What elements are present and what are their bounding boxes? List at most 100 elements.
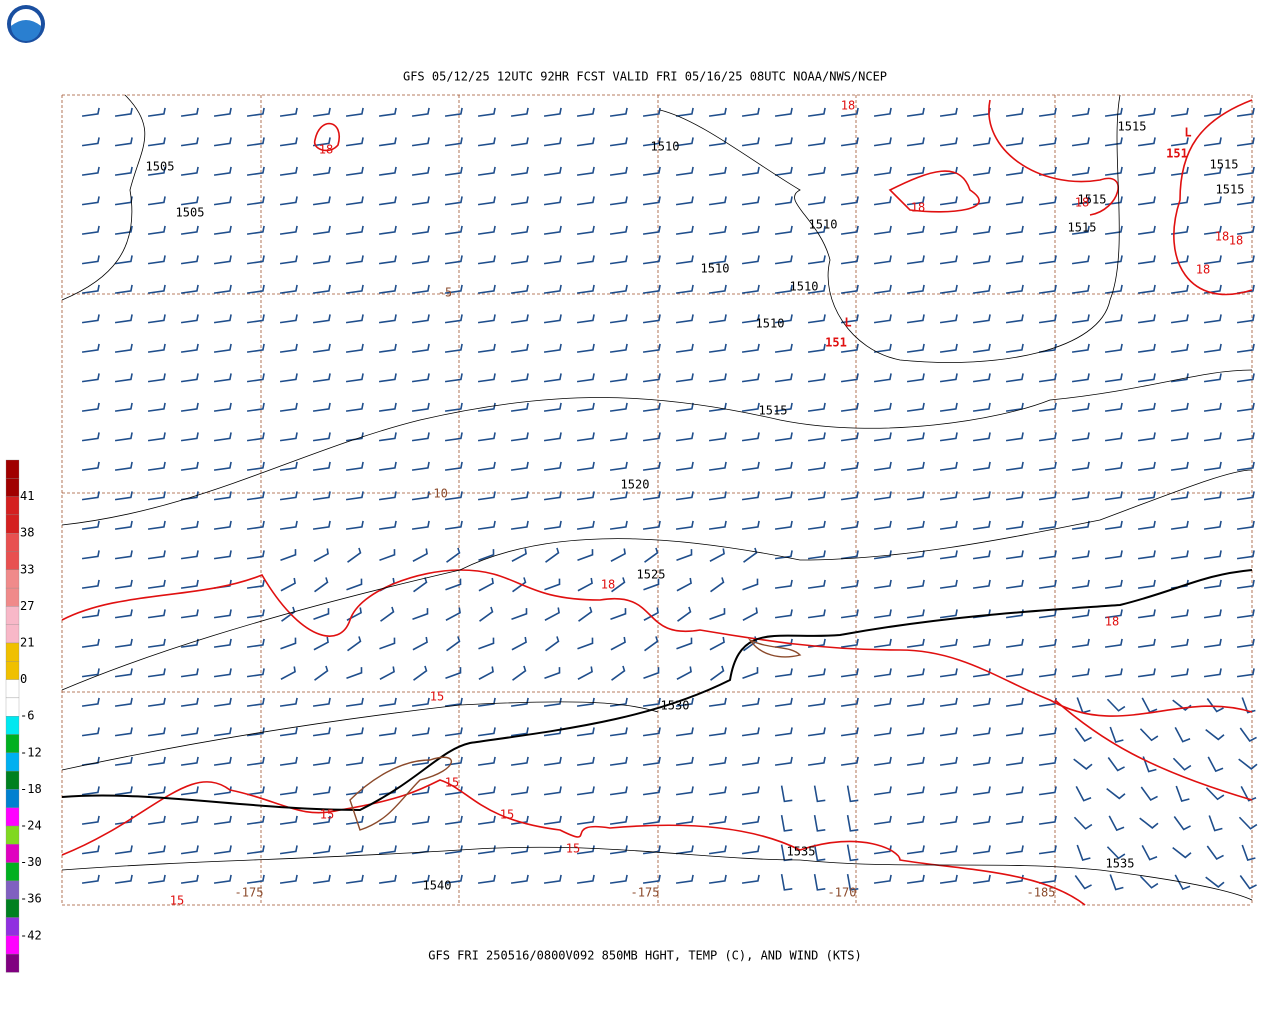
wind-barb [873, 668, 892, 678]
height-label: 1515 [1078, 193, 1107, 207]
wind-barb [477, 756, 496, 766]
wind-barb [846, 844, 859, 862]
wind-barb [246, 225, 265, 235]
wind-barb [1236, 609, 1255, 619]
noaa-logo [7, 5, 45, 43]
wind-barb [180, 638, 199, 648]
height-label: 1535 [787, 845, 816, 859]
wind-barb [741, 756, 760, 766]
wind-barb [510, 284, 529, 294]
wind-barb [510, 845, 529, 855]
wind-barb [180, 756, 199, 766]
wind-barb [972, 874, 991, 884]
wind-barb [1104, 461, 1123, 471]
wind-barb [411, 697, 430, 707]
wind-barb [411, 137, 430, 147]
wind-barb [147, 727, 166, 737]
wind-barb [972, 255, 991, 265]
wind-barb [378, 727, 397, 737]
wind-barb [246, 314, 265, 324]
wind-barb [1205, 728, 1225, 741]
wind-barb [346, 667, 363, 679]
wind-barb [1137, 255, 1156, 265]
wind-barb [81, 432, 100, 442]
wind-barb [279, 284, 298, 294]
legend-label: -18 [20, 782, 42, 796]
wind-barb [774, 196, 793, 206]
wind-barb [213, 550, 232, 560]
wind-barb [543, 107, 562, 117]
wind-barb [873, 727, 892, 737]
wind-barb [873, 314, 892, 324]
wind-barb [1038, 579, 1057, 589]
wind-barb [1137, 284, 1156, 294]
wind-barb [644, 547, 659, 563]
legend-swatch [5, 606, 20, 625]
wind-barb [840, 550, 859, 560]
wind-barb [1038, 166, 1057, 176]
wind-barb [742, 578, 759, 591]
wind-barb [411, 196, 430, 206]
wind-barb [180, 225, 199, 235]
wind-barb [114, 314, 133, 324]
legend-swatch [5, 587, 20, 607]
wind-barb [378, 756, 397, 766]
wind-barb [114, 284, 133, 294]
wind-barb [939, 845, 958, 855]
wind-barb [180, 314, 199, 324]
height-label: 1510 [756, 317, 785, 331]
wind-barb [906, 668, 925, 678]
wind-barb [774, 756, 793, 766]
wind-barb [1207, 756, 1224, 773]
legend-swatch [5, 642, 20, 662]
wind-barb [114, 579, 133, 589]
wind-barb [609, 137, 628, 147]
wind-barb [1074, 875, 1092, 890]
wind-barb [213, 255, 232, 265]
wind-barb [411, 314, 430, 324]
wind-barb [1076, 844, 1091, 861]
wind-barb [444, 727, 463, 737]
wind-barb [741, 491, 760, 501]
wind-barb [1139, 875, 1159, 889]
wind-barb [1005, 786, 1024, 796]
wind-barb [576, 255, 595, 265]
wind-barb [1239, 727, 1257, 742]
wind-barb [609, 166, 628, 176]
wind-barb [345, 461, 364, 471]
wind-barb [477, 815, 496, 825]
wind-barb [708, 786, 727, 796]
wind-barb [840, 107, 859, 117]
wind-barb [246, 196, 265, 206]
wind-barb [972, 225, 991, 235]
wind-barb [576, 137, 595, 147]
terrain-label: -5 [438, 286, 452, 300]
wind-barb [807, 727, 826, 737]
wind-barb [1139, 728, 1159, 742]
wind-barb [1203, 137, 1222, 147]
wind-barb [1071, 373, 1090, 383]
wind-barb [709, 636, 725, 651]
legend-swatch [5, 569, 20, 589]
wind-barb [510, 697, 529, 707]
wind-barb [510, 137, 529, 147]
wind-barb [346, 578, 363, 591]
wind-barb [411, 815, 430, 825]
wind-barb [1137, 373, 1156, 383]
wind-barb [1071, 609, 1090, 619]
wind-barb [1170, 196, 1189, 206]
wind-barb [543, 756, 562, 766]
wind-barb [345, 166, 364, 176]
wind-barb [312, 491, 331, 501]
wind-barb [675, 107, 694, 117]
wind-barb [906, 343, 925, 353]
wind-barb [347, 636, 362, 652]
wind-barb [81, 845, 100, 855]
wind-barb [312, 343, 331, 353]
wind-barb [180, 373, 199, 383]
wind-barb [312, 107, 331, 117]
wind-barb [147, 402, 166, 412]
wind-barb [1236, 579, 1255, 589]
wind-barb [246, 107, 265, 117]
temp-label: 18 [1105, 615, 1119, 629]
